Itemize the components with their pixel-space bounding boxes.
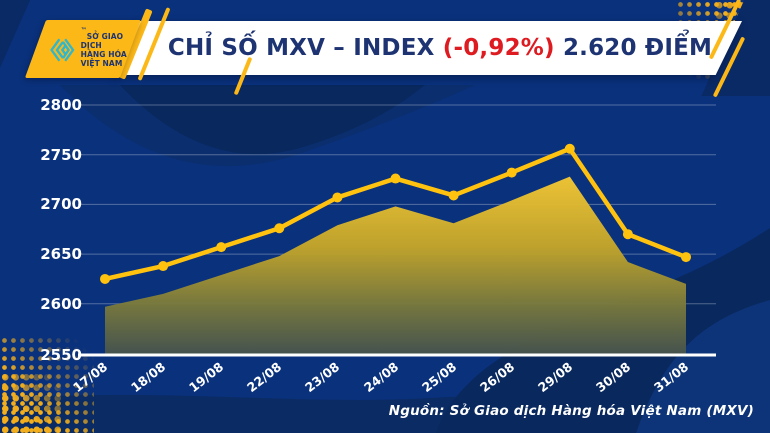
data-point-22/08	[274, 223, 285, 234]
data-point-26/08	[506, 167, 517, 178]
data-point-23/08	[332, 192, 343, 203]
area-series	[105, 176, 686, 354]
data-point-29/08	[564, 143, 575, 154]
mxv-chevron-icon	[50, 38, 75, 62]
y-tick-2800: 2800	[40, 96, 82, 114]
y-tick-2650: 2650	[40, 245, 82, 264]
trademark-symbol: ™	[80, 27, 87, 34]
mxv-logo-content: ™SỞ GIAO DỊCH HÀNG HÓA VIỆT NAM	[48, 26, 140, 74]
data-point-30/08	[622, 229, 633, 240]
title-change-percent: (-0,92%)	[442, 35, 555, 61]
logo-line-2: HÀNG HÓA	[80, 50, 127, 59]
y-tick-2700: 2700	[40, 195, 82, 214]
chart-title: CHỈ SỐ MXV – INDEX (-0,92%) 2.620 ĐIỂM	[150, 21, 730, 75]
data-point-24/08	[390, 173, 401, 184]
halftone-dots-bottom-left-large	[0, 372, 62, 433]
y-tick-2600: 2600	[40, 294, 82, 313]
data-point-18/08	[158, 261, 169, 272]
wave-bottom-right-light	[636, 300, 770, 433]
y-tick-2550: 2550	[40, 345, 82, 364]
mxv-logo-text: ™SỞ GIAO DỊCH HÀNG HÓA VIỆT NAM	[80, 27, 140, 68]
y-tick-2750: 2750	[40, 145, 82, 164]
title-prefix: CHỈ SỐ MXV – INDEX	[167, 35, 443, 61]
logo-line-1: SỞ GIAO DỊCH	[80, 32, 124, 50]
logo-line-3: VIỆT NAM	[80, 59, 123, 68]
title-points: 2.620 ĐIỂM	[554, 35, 713, 61]
data-point-17/08	[100, 273, 110, 284]
wave-top-inner	[120, 85, 425, 155]
source-attribution: Nguồn: Sở Giao dịch Hàng hóa Việt Nam (M…	[388, 403, 754, 419]
data-point-25/08	[448, 190, 459, 201]
data-point-31/08	[681, 252, 691, 263]
data-point-19/08	[216, 242, 227, 253]
line-series-markers	[100, 143, 691, 284]
